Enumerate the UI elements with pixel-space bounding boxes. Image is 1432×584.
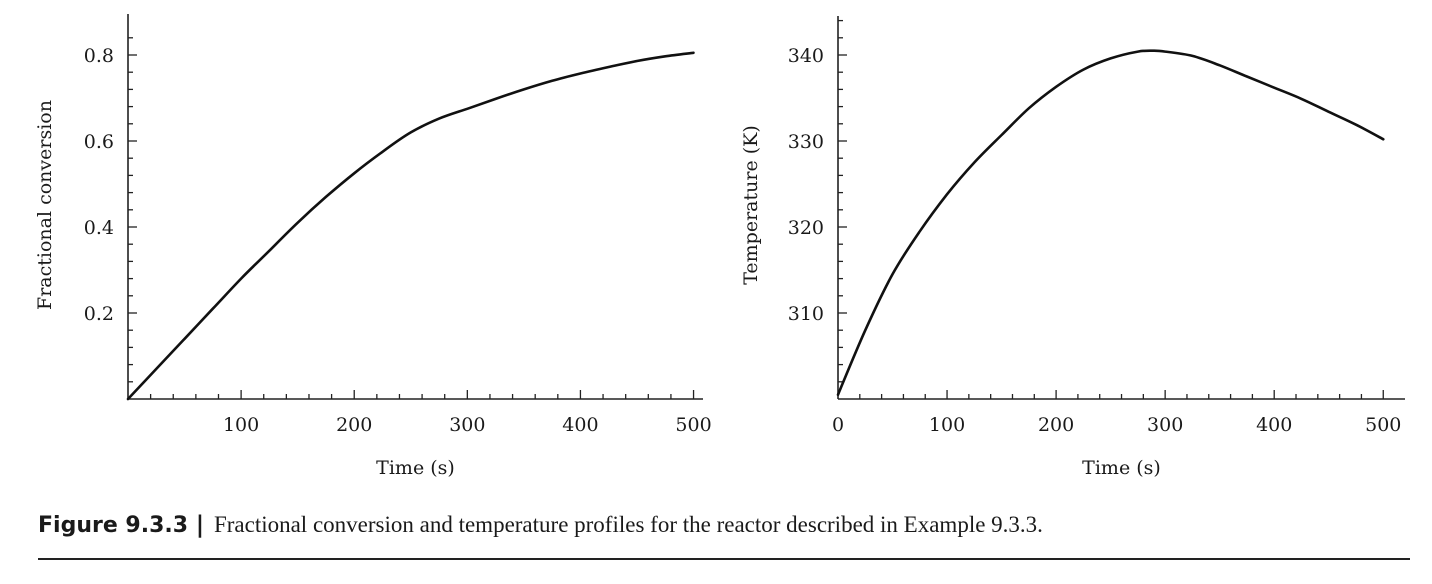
chart-fractional-conversion: 100 200 300 400 500 0.2 0.4 0.6 0.8 Time (s) Fract… — [34, 14, 712, 479]
x-tick-label: 400 — [562, 414, 598, 436]
series-line — [836, 49, 1385, 396]
y-tick-label: 330 — [788, 131, 824, 153]
y-tick-label: 320 — [788, 217, 824, 239]
caption-rule — [38, 558, 1410, 560]
x-tick-label: 100 — [929, 414, 965, 436]
y-axis-label: Temperature (K) — [740, 125, 762, 285]
figure-caption: Figure 9.3.3 | Fractional conversion and… — [38, 512, 1410, 538]
x-tick-label: 0 — [832, 414, 844, 436]
x-axis-label: Time (s) — [376, 457, 455, 479]
x-tick-label: 100 — [223, 414, 259, 436]
y-axis-label: Fractional conversion — [34, 100, 56, 310]
x-axis-label: Time (s) — [1082, 457, 1161, 479]
x-tick-label: 400 — [1256, 414, 1292, 436]
y-tick-label: 0.8 — [84, 45, 114, 67]
x-tick-label: 500 — [675, 414, 711, 436]
caption-text: Fractional conversion and temperature pr… — [213, 512, 1043, 537]
y-tick-label: 0.2 — [84, 303, 114, 325]
chart-temperature: 0 100 200 300 400 500 310 320 330 340 Time (s) Temp… — [740, 16, 1405, 479]
x-tick-label: 300 — [449, 414, 485, 436]
y-tick-label: 340 — [788, 45, 824, 67]
x-tick-label: 500 — [1365, 414, 1401, 436]
x-tick-label: 200 — [1038, 414, 1074, 436]
caption-separator: | — [195, 512, 205, 538]
y-tick-label: 0.6 — [84, 131, 114, 153]
x-tick-label: 300 — [1147, 414, 1183, 436]
y-tick-label: 0.4 — [84, 217, 114, 239]
x-tick-label: 200 — [336, 414, 372, 436]
series-line — [126, 51, 695, 401]
y-tick-label: 310 — [788, 303, 824, 325]
caption-figure-label: Figure 9.3.3 — [38, 513, 189, 538]
